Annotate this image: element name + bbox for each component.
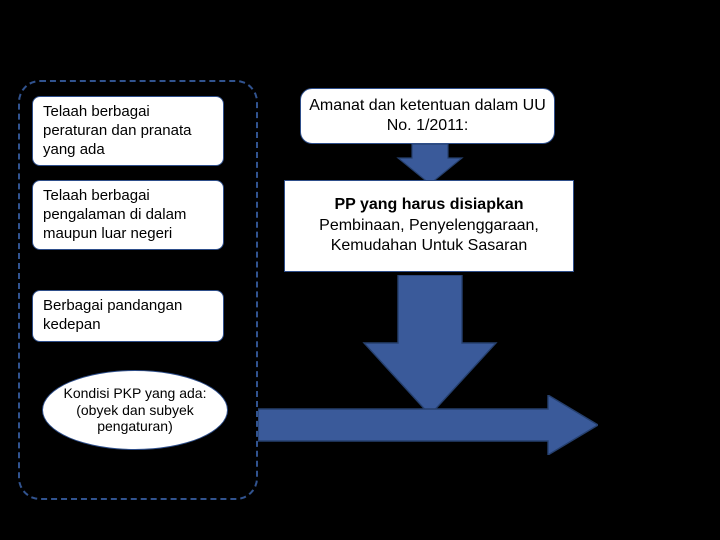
- right-label: Cita-cita masa datang: [585, 400, 710, 443]
- right-label-l1: Cita-cita: [585, 400, 710, 422]
- right-label-l2: masa datang: [585, 422, 710, 444]
- footer-author: kuswartojo: [0, 513, 720, 528]
- center-box-amanat: Amanat dan ketentuan dalam UU No. 1/2011…: [300, 88, 555, 144]
- arrow-down-large: [360, 275, 500, 415]
- center-box2-l2: Pembinaan, Penyelenggaraan,: [319, 216, 539, 237]
- footer-page-number: 46: [684, 513, 698, 528]
- arrow-down-small: [390, 144, 470, 184]
- left-box-3: Berbagai pandangan kedepan: [32, 290, 224, 342]
- center-box-pp: PP yang harus disiapkan Pembinaan, Penye…: [284, 180, 574, 272]
- left-box-1: Telaah berbagai peraturan dan pranata ya…: [32, 96, 224, 166]
- center-box2-bold: PP yang harus disiapkan: [334, 195, 523, 216]
- center-box1-text: Amanat dan ketentuan dalam UU No. 1/2011…: [301, 96, 554, 136]
- left-box-2: Telaah berbagai pengalaman di dalam maup…: [32, 180, 224, 250]
- center-box2-l3: Kemudahan Untuk Sasaran: [331, 236, 528, 257]
- page-title: Pengimplementasian UU PKP: [0, 22, 720, 56]
- left-oval: Kondisi PKP yang ada:(obyek dan subyek p…: [42, 370, 228, 450]
- arrow-right: [258, 395, 598, 455]
